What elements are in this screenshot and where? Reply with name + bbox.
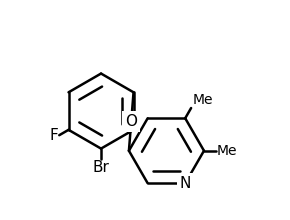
Text: N: N xyxy=(180,176,191,191)
Text: F: F xyxy=(49,128,58,143)
Text: Me: Me xyxy=(217,144,237,158)
Text: Me: Me xyxy=(192,93,213,107)
Text: Br: Br xyxy=(93,160,110,175)
Text: O: O xyxy=(125,114,137,129)
